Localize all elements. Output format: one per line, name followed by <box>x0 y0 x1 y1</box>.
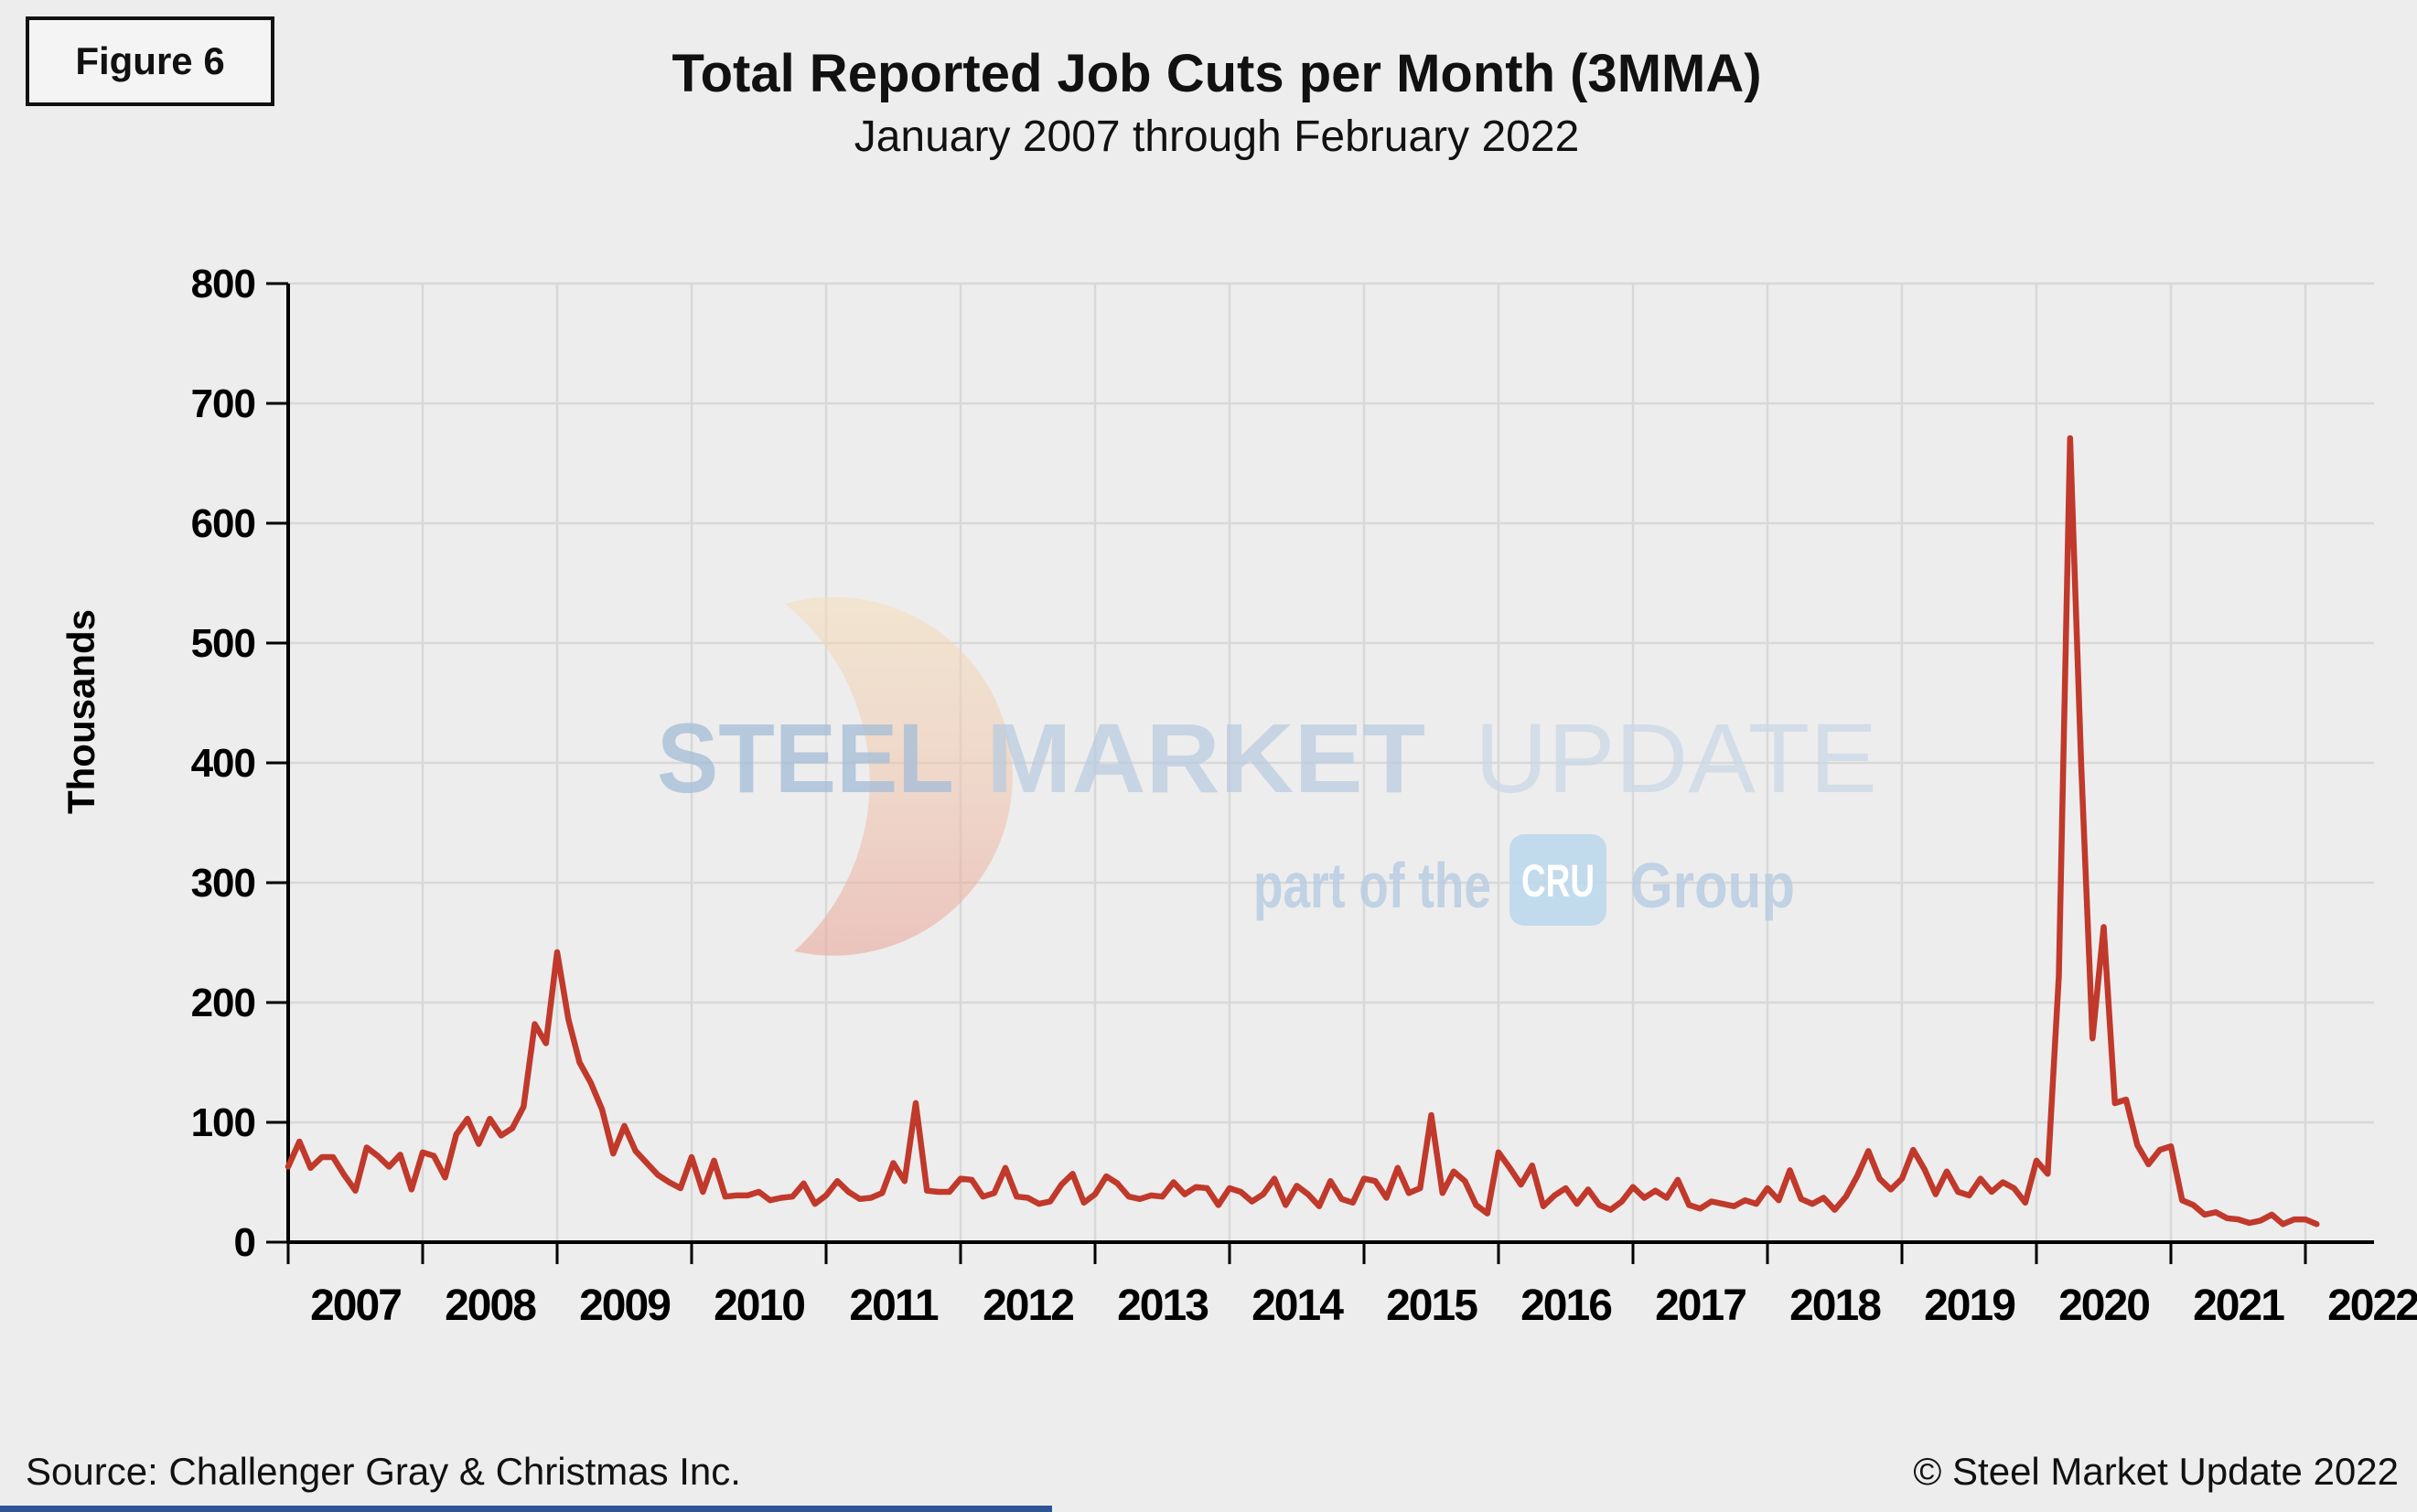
x-year-label: 2011 <box>849 1281 938 1330</box>
chart-title: Total Reported Job Cuts per Month (3MMA) <box>671 44 1762 103</box>
grid-layer <box>288 282 2374 1242</box>
x-year-label: 2021 <box>2193 1281 2284 1330</box>
figure-label: Figure 6 <box>75 39 225 82</box>
watermark-cru: CRU <box>1521 855 1595 906</box>
watermark-group: Group <box>1630 850 1795 921</box>
x-year-label: 2015 <box>1386 1281 1477 1330</box>
y-tick-label: 700 <box>191 381 255 426</box>
x-year-label: 2009 <box>579 1281 670 1330</box>
chart-subtitle: January 2007 through February 2022 <box>854 112 1580 161</box>
x-year-label: 2022 <box>2327 1281 2417 1330</box>
footer-brand-bar <box>0 1506 1052 1512</box>
x-year-label: 2014 <box>1251 1281 1344 1330</box>
y-tick-label: 400 <box>191 741 255 786</box>
x-year-label: 2018 <box>1789 1281 1881 1330</box>
x-year-label: 2019 <box>1924 1281 2014 1330</box>
watermark-market: MARKET <box>986 702 1425 813</box>
x-year-label: 2020 <box>2058 1281 2149 1330</box>
axis-layer: 0 100 200 300 400 500 600 700 800 2007 2008 2009 201… <box>59 262 2417 1330</box>
x-year-label: 2016 <box>1520 1281 1611 1330</box>
x-year-label: 2008 <box>445 1281 536 1330</box>
y-tick-label: 100 <box>191 1100 255 1145</box>
smu-crescent-logo <box>785 596 1013 956</box>
y-tick-label: 300 <box>191 861 255 906</box>
y-tick-label: 600 <box>191 501 255 546</box>
y-axis-title: Thousands <box>59 609 102 814</box>
watermark-update: UPDATE <box>1475 702 1877 813</box>
title-block: Total Reported Job Cuts per Month (3MMA)… <box>183 44 2250 163</box>
smu-watermark: STEEL MARKET UPDATE part of the CRU Grou… <box>657 596 1877 956</box>
watermark-steel: STEEL <box>657 702 954 813</box>
cru-badge <box>1509 834 1606 926</box>
y-tick-label: 200 <box>191 981 255 1025</box>
copyright-note: © Steel Market Update 2022 <box>1913 1450 2399 1493</box>
job-cuts-series-line <box>285 434 2320 1228</box>
x-year-label: 2010 <box>714 1281 804 1330</box>
x-year-label: 2007 <box>310 1281 401 1330</box>
x-year-label: 2013 <box>1117 1281 1208 1330</box>
x-year-label: 2012 <box>983 1281 1073 1330</box>
y-tick-label: 0 <box>234 1220 255 1265</box>
x-year-label: 2017 <box>1655 1281 1746 1330</box>
figure-label-box: Figure 6 <box>26 16 274 106</box>
series-layer <box>285 434 2320 1228</box>
y-tick-label: 800 <box>191 262 255 306</box>
y-tick-label: 500 <box>191 621 255 666</box>
watermark-part-of-the: part of the <box>1253 850 1491 921</box>
source-note: Source: Challenger Gray & Christmas Inc. <box>26 1450 741 1493</box>
